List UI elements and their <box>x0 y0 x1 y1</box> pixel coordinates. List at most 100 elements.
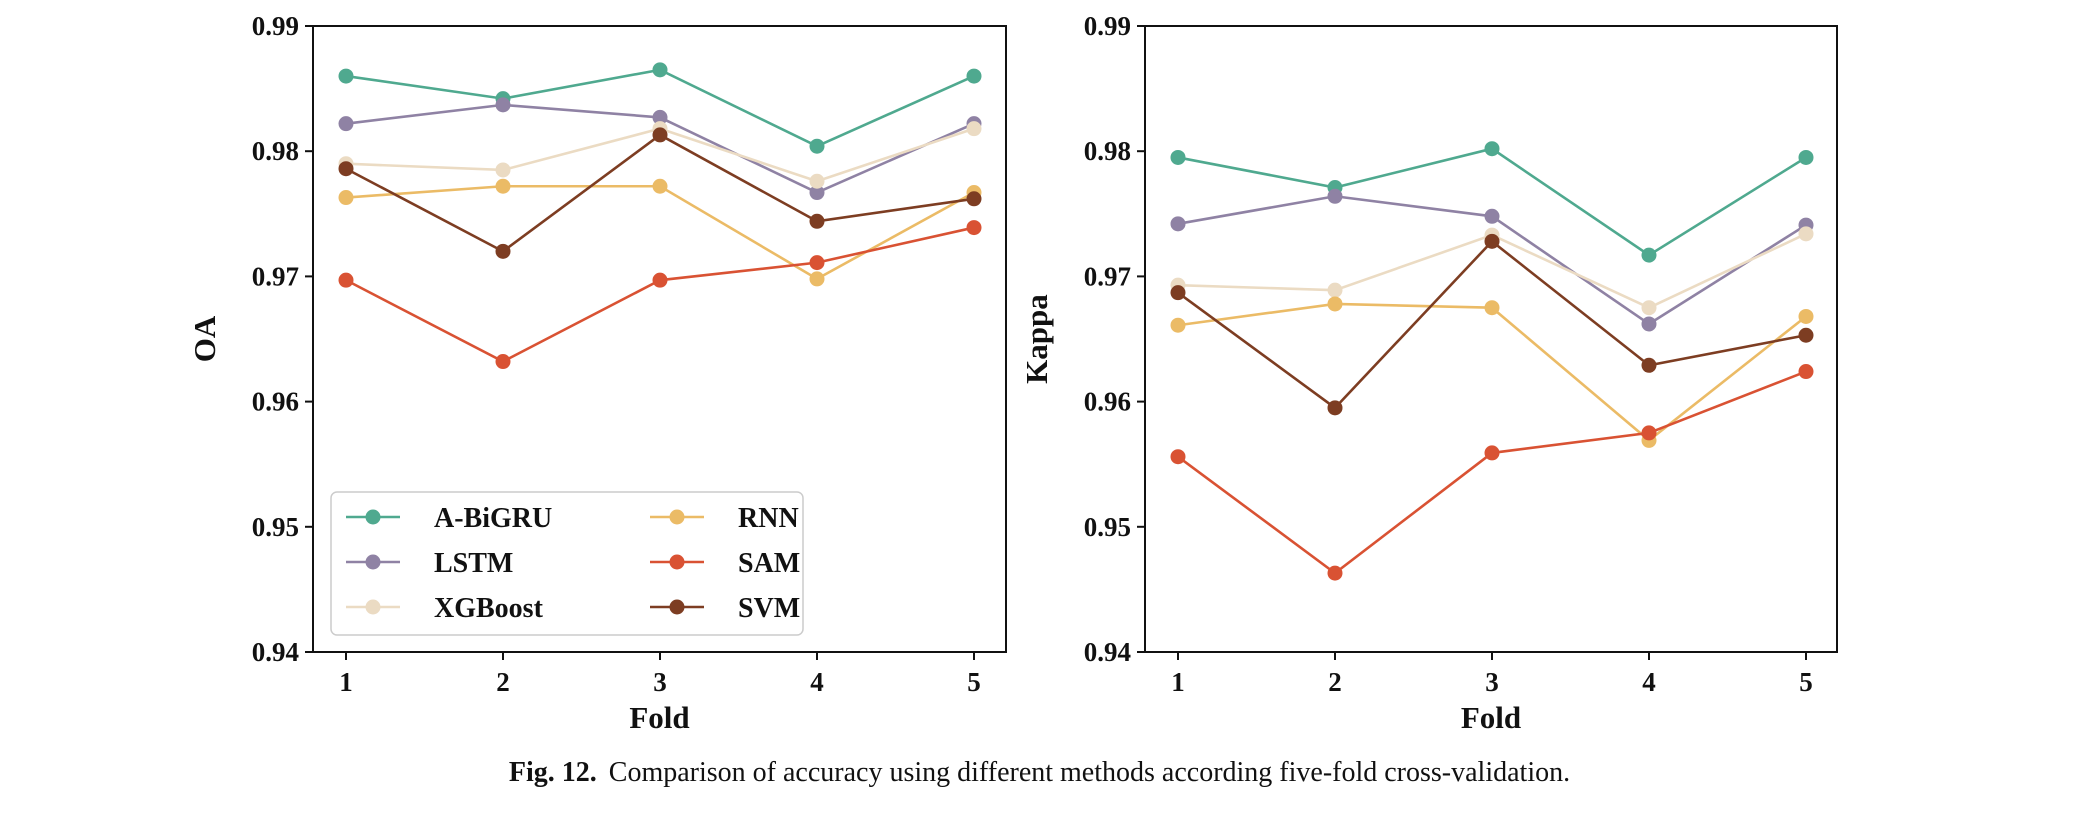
kappa-point-sam <box>1327 565 1343 581</box>
kappa-point-xgboost <box>1327 282 1343 298</box>
oa-point-a-bigru <box>652 62 668 78</box>
kappa-ytick-label: 0.96 <box>1084 387 1131 417</box>
kappa-series-rnn <box>1170 296 1814 448</box>
kappa-xtick-label: 3 <box>1485 667 1499 697</box>
oa-point-svm <box>966 191 982 207</box>
legend-label-sam: SAM <box>738 548 800 579</box>
caption-label: Fig. 12. <box>508 757 597 788</box>
oa-ytick-label: 0.95 <box>252 512 299 542</box>
legend-entry-sam: SAM <box>650 548 800 579</box>
oa-point-a-bigru <box>338 68 354 84</box>
oa-point-rnn <box>809 271 825 287</box>
kappa-point-lstm <box>1484 208 1500 224</box>
kappa-ytick-label: 0.94 <box>1084 637 1131 667</box>
legend-marker-sam <box>669 554 685 570</box>
kappa-point-sam <box>1641 425 1657 441</box>
legend-label-svm: SVM <box>738 593 800 624</box>
legend-label-xgboost: XGBoost <box>434 593 544 624</box>
kappa-point-xgboost <box>1641 300 1657 316</box>
caption-text: Comparison of accuracy using different m… <box>608 757 1571 788</box>
oa-point-a-bigru <box>966 68 982 84</box>
kappa-point-a-bigru <box>1798 149 1814 165</box>
kappa-point-sam <box>1170 449 1186 465</box>
oa-x-axis-title: Fold <box>629 700 689 735</box>
kappa-point-svm <box>1484 233 1500 249</box>
legend-label-a-bigru: A-BiGRU <box>434 503 552 534</box>
legend-box <box>330 491 804 636</box>
oa-point-svm <box>338 161 354 177</box>
oa-point-xgboost <box>495 162 511 178</box>
kappa-ytick-label: 0.98 <box>1084 136 1131 166</box>
oa-point-rnn <box>338 190 354 206</box>
oa-point-lstm <box>495 97 511 113</box>
oa-point-svm <box>652 127 668 143</box>
oa-point-sam <box>652 272 668 288</box>
kappa-point-rnn <box>1170 317 1186 333</box>
oa-series-rnn <box>338 178 982 287</box>
oa-ytick-label: 0.99 <box>252 11 299 41</box>
legend-entry-xgboost: XGBoost <box>346 593 544 624</box>
oa-point-lstm <box>338 116 354 132</box>
oa-point-lstm <box>809 185 825 201</box>
oa-point-svm <box>809 213 825 229</box>
oa-point-lstm <box>652 109 668 125</box>
kappa-point-svm <box>1170 285 1186 301</box>
kappa-chart: 0.94 0.95 0.96 0.97 0.98 0.99 1 2 3 4 5 Fold Kappa <box>1019 11 1838 735</box>
legend-marker-lstm <box>365 554 381 570</box>
legend-label-rnn: RNN <box>738 503 799 534</box>
oa-point-rnn <box>652 178 668 194</box>
kappa-line-svm <box>1177 239 1807 410</box>
oa-point-svm <box>495 243 511 259</box>
oa-xtick-label: 2 <box>496 667 510 697</box>
oa-point-sam <box>495 354 511 370</box>
legend-entry-a-bigru: A-BiGRU <box>346 503 552 534</box>
oa-ytick-label: 0.96 <box>252 387 299 417</box>
kappa-series-lstm <box>1170 188 1814 332</box>
kappa-point-lstm <box>1641 316 1657 332</box>
kappa-ytick-label: 0.95 <box>1084 512 1131 542</box>
oa-y-axis-title: OA <box>187 315 222 362</box>
oa-point-sam <box>966 220 982 236</box>
kappa-point-xgboost <box>1798 226 1814 242</box>
figure-caption: Fig. 12. Comparison of accuracy using dif… <box>0 757 2079 789</box>
kappa-ytick-label: 0.99 <box>1084 11 1131 41</box>
kappa-y-axis-title: Kappa <box>1019 294 1054 384</box>
kappa-point-a-bigru <box>1641 247 1657 263</box>
legend-marker-a-bigru <box>365 509 381 525</box>
kappa-xtick-label: 2 <box>1328 667 1342 697</box>
kappa-point-a-bigru <box>1170 149 1186 165</box>
legend-label-lstm: LSTM <box>434 548 513 579</box>
oa-series-svm <box>338 127 982 259</box>
kappa-x-axis-title: Fold <box>1461 700 1521 735</box>
kappa-line-rnn <box>1177 302 1807 443</box>
oa-legend: A-BiGRU LSTM XGBoost RNN SAM SVM <box>330 491 804 636</box>
kappa-point-rnn <box>1798 308 1814 324</box>
oa-line-rnn <box>345 184 975 281</box>
oa-point-sam <box>809 255 825 271</box>
kappa-point-sam <box>1798 364 1814 380</box>
kappa-series-svm <box>1170 233 1814 416</box>
oa-line-sam <box>345 226 975 364</box>
oa-xtick-label: 1 <box>339 667 353 697</box>
legend-entry-lstm: LSTM <box>346 548 513 579</box>
oa-point-xgboost <box>809 173 825 189</box>
kappa-point-lstm <box>1327 188 1343 204</box>
oa-xtick-label: 4 <box>810 667 824 697</box>
legend-marker-rnn <box>669 509 685 525</box>
oa-point-xgboost <box>966 121 982 137</box>
kappa-xtick-label: 5 <box>1799 667 1813 697</box>
oa-ytick-label: 0.98 <box>252 136 299 166</box>
kappa-point-rnn <box>1484 300 1500 316</box>
kappa-xtick-label: 4 <box>1642 667 1656 697</box>
kappa-ytick-label: 0.97 <box>1084 261 1131 291</box>
kappa-point-svm <box>1327 400 1343 416</box>
kappa-line-sam <box>1177 370 1807 575</box>
legend-entry-svm: SVM <box>650 593 800 624</box>
legend-marker-svm <box>669 599 685 615</box>
kappa-xtick-label: 1 <box>1171 667 1185 697</box>
oa-xtick-label: 3 <box>653 667 667 697</box>
oa-ytick-label: 0.97 <box>252 261 299 291</box>
kappa-point-svm <box>1798 327 1814 343</box>
oa-point-a-bigru <box>809 138 825 154</box>
